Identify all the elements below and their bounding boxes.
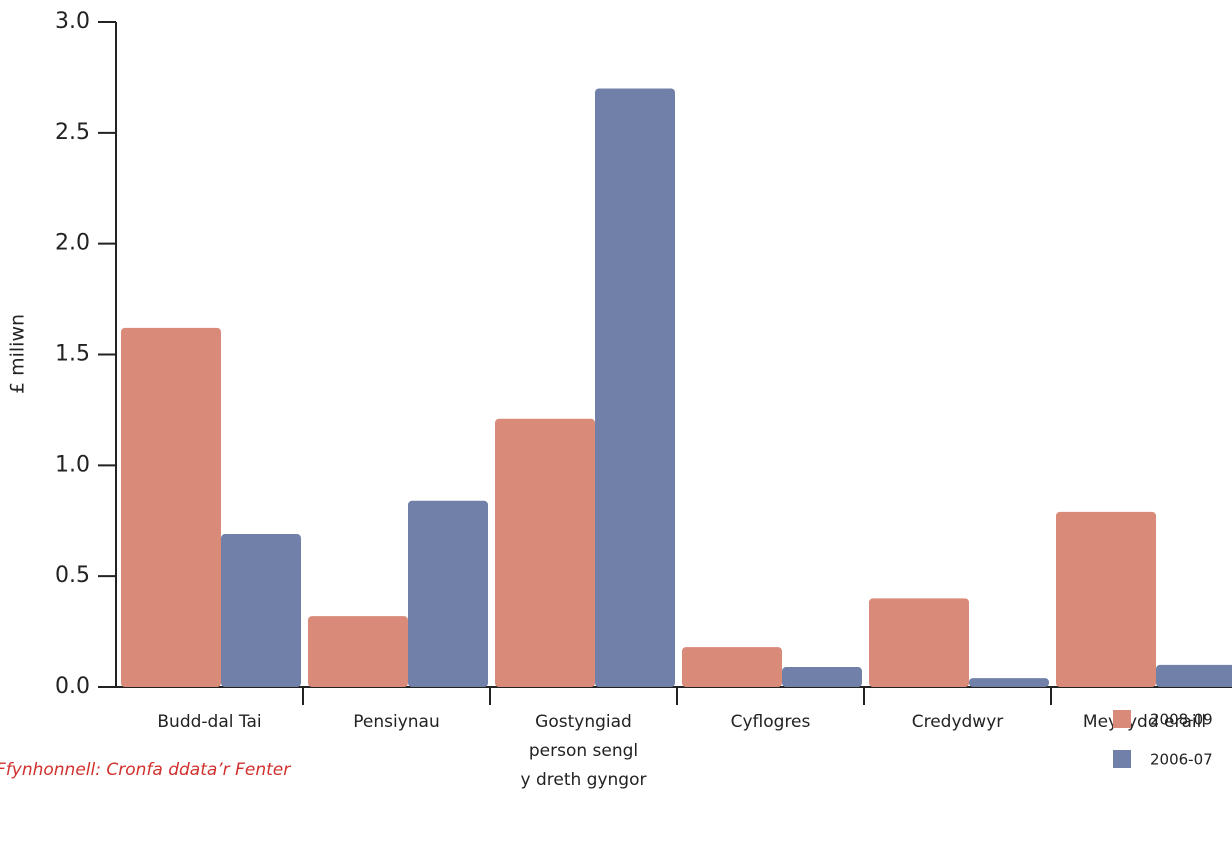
y-tick-label: 2.0 [55,231,90,256]
y-tick-label: 1.5 [55,342,90,367]
bar [682,647,782,687]
bar [121,327,221,687]
y-tick-label: 1.0 [55,452,90,477]
legend-swatch [1113,750,1131,768]
x-tick-label: y dreth gyngor [521,770,647,790]
y-axis-label: £ miliwn [7,314,29,394]
bar [595,88,675,687]
legend-label: 2006-07 [1150,751,1213,769]
x-tick-label: Cyflogres [731,712,811,732]
bar [221,534,301,687]
bar [408,500,488,687]
y-tick-label: 3.0 [55,9,90,34]
y-tick-label: 2.5 [55,120,90,145]
x-tick-label: person sengl [529,741,638,761]
legend-label: 2008-09 [1150,711,1213,729]
bar [782,667,862,687]
x-tick-label: Gostyngiad [535,712,632,732]
y-tick-label: 0.0 [55,674,90,699]
bar [1056,511,1156,687]
bar [969,678,1049,687]
legend-swatch [1113,710,1131,728]
x-tick-label: Credydwyr [912,712,1004,732]
bar [1156,664,1232,687]
bar [308,616,408,687]
bar [869,598,969,687]
x-tick-label: Pensiynau [353,712,440,732]
source-note: Ffynhonnell: Cronfa ddata’r Fenter [0,760,291,780]
y-tick-label: 0.5 [55,563,90,588]
x-tick-label: Budd-dal Tai [157,712,261,732]
bar [495,418,595,687]
